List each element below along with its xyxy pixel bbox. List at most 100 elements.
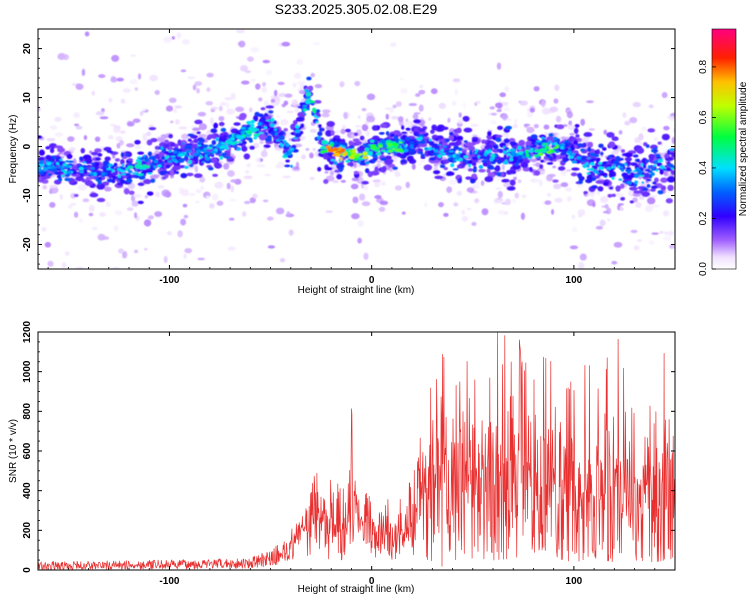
spectrogram-speckle — [641, 126, 647, 131]
spectrogram-speckle — [288, 229, 294, 236]
spectrogram-blob — [518, 139, 526, 146]
spectrogram-speckle — [134, 87, 138, 91]
top-y-tick-label: 0 — [22, 143, 33, 149]
spectrogram-blob — [537, 141, 544, 146]
spectrogram-speckle — [198, 134, 207, 138]
spectrogram-blob — [359, 135, 365, 141]
spectrogram-speckle — [133, 193, 142, 198]
spectrogram-speckle — [145, 131, 152, 137]
spectrogram-blob — [333, 161, 338, 165]
spectrogram-speckle — [244, 70, 252, 74]
spectrogram-blob — [197, 144, 202, 147]
spectrogram-blob — [265, 105, 275, 109]
spectrogram-blob — [633, 190, 641, 194]
spectrogram-core — [541, 150, 547, 153]
spectrogram-blob — [317, 166, 322, 172]
spectrogram-blob — [50, 165, 55, 170]
spectrogram-blob — [78, 166, 84, 171]
spectrogram-speckle — [155, 297, 161, 304]
spectrogram-speckle — [408, 103, 418, 107]
spectrogram-blob — [38, 156, 45, 162]
spectrogram-blob — [103, 146, 112, 152]
spectrogram-blob — [667, 184, 674, 192]
spectrogram-speckle — [520, 212, 526, 220]
spectrogram-speckle — [604, 203, 609, 209]
spectrogram-blob — [171, 158, 177, 162]
spectrogram-blob — [187, 138, 192, 142]
spectrogram-speckle — [181, 39, 190, 45]
spectrogram-speckle — [255, 157, 261, 163]
spectrogram-blob — [634, 154, 638, 158]
bottom-y-tick-label: 1200 — [22, 320, 33, 343]
spectrogram-blob — [189, 164, 194, 168]
spectrogram-core — [385, 139, 392, 143]
spectrogram-speckle — [69, 147, 76, 152]
spectrogram-speckle — [143, 219, 152, 227]
spectrogram-blob — [102, 160, 110, 166]
spectrogram-blob — [496, 171, 502, 177]
spectrogram-blob — [621, 172, 627, 178]
spectrogram-speckle — [38, 106, 41, 112]
spectrogram-speckle — [51, 185, 57, 189]
spectrogram-speckle — [137, 73, 142, 80]
spectrogram-speckle — [130, 54, 137, 57]
spectrogram-blob — [471, 156, 479, 161]
spectrogram-core — [398, 141, 403, 144]
spectrogram-blob — [246, 120, 252, 125]
top-x-tick-label: -100 — [159, 275, 179, 286]
spectrogram-speckle — [44, 323, 49, 328]
spectrogram-core — [143, 165, 151, 169]
spectrogram-blob — [220, 127, 227, 132]
spectrogram-blob — [474, 152, 478, 154]
spectrogram-blob — [379, 123, 387, 129]
spectrogram-blob — [486, 168, 491, 174]
spectrogram-core — [376, 151, 382, 156]
spectrogram-blob — [374, 166, 379, 173]
spectrogram-speckle — [81, 68, 86, 77]
spectrogram-speckle — [111, 266, 121, 269]
spectrogram-blob — [570, 172, 578, 177]
spectrogram-speckle — [242, 211, 247, 217]
spectrogram-blob — [668, 177, 673, 183]
spectrogram-blob — [345, 128, 351, 133]
spectrogram-speckle — [184, 248, 193, 254]
spectrogram-blob — [594, 154, 600, 157]
spectrogram-speckle — [566, 111, 573, 119]
spectrogram-blob — [327, 152, 334, 157]
spectrogram-speckle — [556, 134, 561, 138]
spectrogram-speckle — [452, 100, 457, 106]
spectrogram-blob — [60, 174, 66, 178]
spectrogram-blob — [654, 177, 659, 183]
spectrogram-blob — [305, 100, 311, 105]
spectrogram-blob — [292, 137, 298, 140]
spectrogram-speckle — [108, 135, 114, 140]
spectrogram-speckle — [273, 89, 278, 97]
spectrogram-blob — [481, 159, 488, 163]
spectrogram-speckle — [552, 165, 557, 169]
spectrogram-blob — [448, 150, 454, 153]
spectrogram-speckle — [663, 231, 668, 235]
bottom-x-tick-label: 100 — [566, 576, 583, 587]
spectrogram-blob — [203, 149, 207, 153]
spectrogram-speckle — [175, 119, 180, 125]
spectrogram-core — [332, 154, 337, 157]
spectrogram-speckle — [223, 163, 230, 170]
spectrogram-blob — [220, 142, 226, 145]
spectrogram-blob — [283, 127, 288, 132]
spectrogram-blob — [207, 166, 214, 171]
spectrogram-speckle — [113, 126, 121, 134]
spectrogram-blob — [650, 172, 655, 177]
spectrogram-speckle — [554, 84, 560, 92]
spectrogram-blob — [629, 186, 638, 191]
spectrogram-blob — [180, 173, 188, 179]
spectrogram-core — [325, 145, 331, 150]
spectrogram-speckle — [195, 189, 202, 194]
spectrogram-speckle — [474, 198, 480, 204]
spectrogram-blob — [511, 150, 516, 156]
spectrogram-blob — [111, 168, 115, 173]
spectrogram-blob — [201, 161, 205, 163]
top-plot-frame — [37, 28, 676, 270]
spectrogram-speckle — [149, 174, 159, 180]
spectrogram-blob — [263, 126, 268, 130]
spectrogram-blob — [326, 120, 335, 127]
